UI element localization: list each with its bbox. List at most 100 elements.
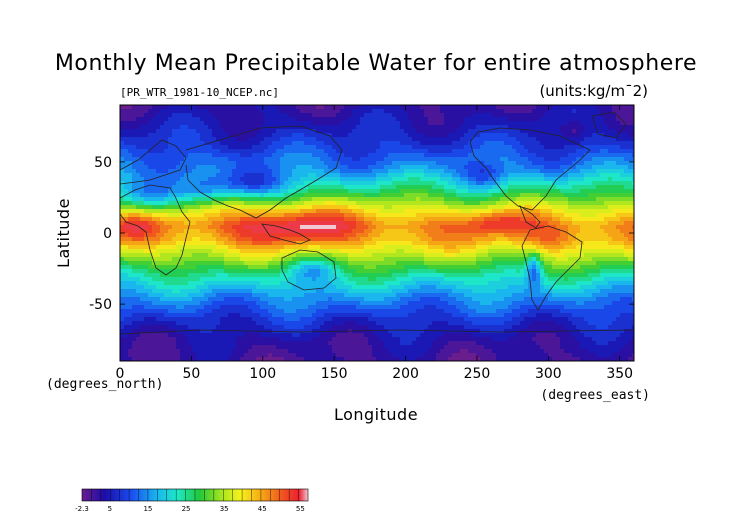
heatmap-cell xyxy=(224,201,229,206)
heatmap-cell xyxy=(236,173,241,178)
heatmap-cell xyxy=(484,237,489,242)
heatmap-cell xyxy=(308,161,313,166)
heatmap-cell xyxy=(316,237,321,242)
heatmap-cell xyxy=(160,141,165,146)
heatmap-cell xyxy=(292,165,297,170)
heatmap-cell xyxy=(500,133,505,138)
heatmap-cell xyxy=(316,169,321,174)
heatmap-cell xyxy=(152,225,157,230)
heatmap-cell xyxy=(472,245,477,250)
heatmap-cell xyxy=(360,177,365,182)
heatmap-cell xyxy=(276,109,281,114)
heatmap-cell xyxy=(460,241,465,246)
heatmap-cell xyxy=(196,209,201,214)
heatmap-cell xyxy=(260,225,265,230)
heatmap-cell xyxy=(484,109,489,114)
heatmap-cell xyxy=(152,229,157,234)
heatmap-cell xyxy=(328,125,333,130)
heatmap-cell xyxy=(404,129,409,134)
heatmap-cell xyxy=(364,253,369,258)
heatmap-cell xyxy=(528,117,533,122)
heatmap-cell xyxy=(468,117,473,122)
heatmap-cell xyxy=(372,213,377,218)
heatmap-cell xyxy=(204,209,209,214)
heatmap-cell xyxy=(464,205,469,210)
heatmap-cell xyxy=(424,201,429,206)
heatmap-cell xyxy=(520,249,525,254)
heatmap-cell xyxy=(184,237,189,242)
heatmap-cell xyxy=(448,141,453,146)
heatmap-cell xyxy=(284,129,289,134)
heatmap-cell xyxy=(632,253,634,258)
heatmap-cell xyxy=(432,241,437,246)
heatmap-cell xyxy=(192,173,197,178)
heatmap-cell xyxy=(232,109,237,114)
heatmap-cell xyxy=(536,141,541,146)
heatmap-cell xyxy=(500,253,505,258)
heatmap-cell xyxy=(168,253,173,258)
heatmap-cell xyxy=(176,225,181,230)
heatmap-cell xyxy=(244,157,249,162)
heatmap-cell xyxy=(192,253,197,258)
heatmap-cell xyxy=(308,157,313,162)
heatmap-cell xyxy=(136,161,141,166)
heatmap-cell xyxy=(304,161,309,166)
heatmap-cell xyxy=(412,169,417,174)
heatmap-cell xyxy=(232,161,237,166)
heatmap-cell xyxy=(120,221,125,226)
heatmap-cell xyxy=(480,257,485,262)
heatmap-cell xyxy=(440,181,445,186)
heatmap-cell xyxy=(168,249,173,254)
heatmap-cell xyxy=(504,221,509,226)
heatmap-cell xyxy=(392,193,397,198)
heatmap-cell xyxy=(560,197,565,202)
heatmap-cell xyxy=(540,209,545,214)
heatmap-cell xyxy=(200,245,205,250)
heatmap-cell xyxy=(232,209,237,214)
heatmap-cell xyxy=(592,117,597,122)
heatmap-cell xyxy=(256,225,261,230)
heatmap-cell xyxy=(296,193,301,198)
heatmap-cell xyxy=(508,245,513,250)
heatmap-cell xyxy=(516,105,521,110)
heatmap-cell xyxy=(160,129,165,134)
heatmap-cell xyxy=(236,141,241,146)
heatmap-cell xyxy=(440,205,445,210)
heatmap-cell xyxy=(144,205,149,210)
heatmap-cell xyxy=(140,177,145,182)
heatmap-cell xyxy=(544,201,549,206)
heatmap-cell xyxy=(324,245,329,250)
heatmap-cell xyxy=(540,129,545,134)
heatmap-cell xyxy=(556,213,561,218)
heatmap-cell xyxy=(128,177,133,182)
heatmap-cell xyxy=(148,145,153,150)
heatmap-cell xyxy=(472,105,477,110)
heatmap-cell xyxy=(600,137,605,142)
heatmap-cell xyxy=(364,173,369,178)
heatmap-cell xyxy=(324,109,329,114)
heatmap-cell xyxy=(296,185,301,190)
heatmap-cell xyxy=(548,177,553,182)
heatmap-cell xyxy=(520,221,525,226)
heatmap-cell xyxy=(444,253,449,258)
heatmap-cell xyxy=(320,153,325,158)
heatmap-cell xyxy=(192,213,197,218)
heatmap-cell xyxy=(208,173,213,178)
heatmap-cell xyxy=(460,169,465,174)
heatmap-cell xyxy=(452,185,457,190)
heatmap-cell xyxy=(428,205,433,210)
heatmap-cell xyxy=(620,141,625,146)
heatmap-cell xyxy=(628,237,633,242)
heatmap-cell xyxy=(404,233,409,238)
heatmap-cell xyxy=(348,221,353,226)
heatmap-cell xyxy=(324,209,329,214)
heatmap-cell xyxy=(416,189,421,194)
heatmap-cell xyxy=(616,249,621,254)
heatmap-cell xyxy=(480,169,485,174)
heatmap-cell xyxy=(588,241,593,246)
heatmap-cell xyxy=(272,169,277,174)
heatmap-cell xyxy=(632,221,634,226)
heatmap-cell xyxy=(448,225,453,230)
heatmap-cell xyxy=(256,161,261,166)
heatmap-cell xyxy=(420,233,425,238)
